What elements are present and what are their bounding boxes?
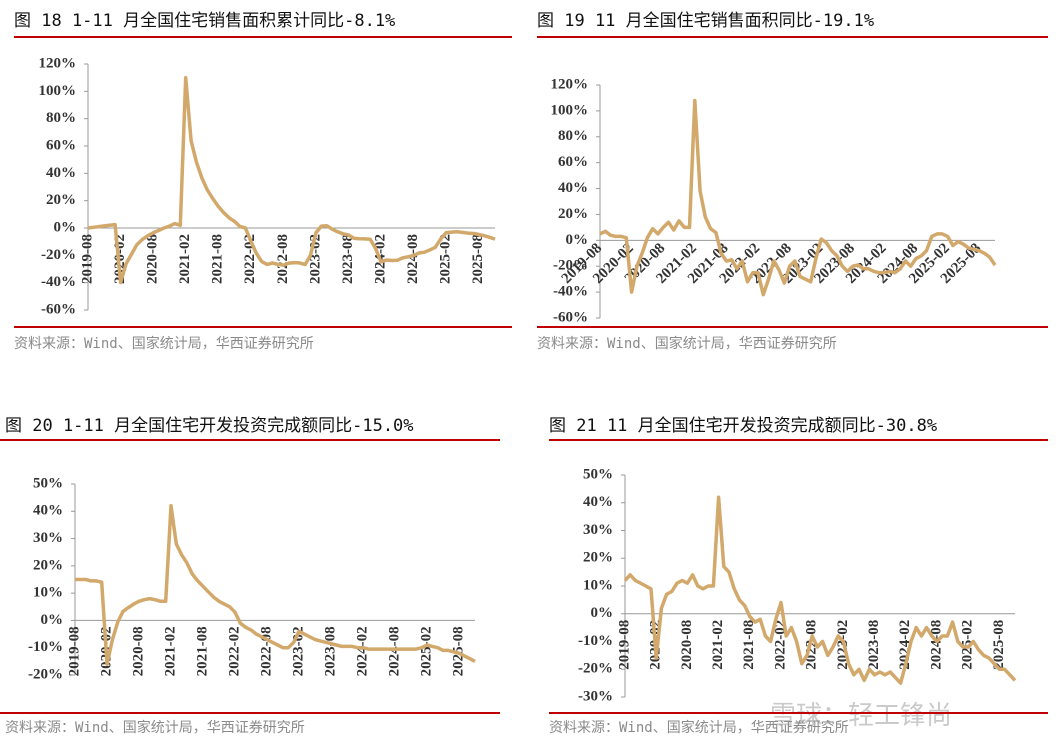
y-tick-label: 80%: [46, 110, 76, 126]
y-tick-label: -60%: [41, 301, 76, 317]
y-tick-label: 50%: [583, 466, 613, 482]
y-tick-label: 10%: [33, 585, 63, 601]
x-tick-label: 2020-08: [130, 626, 146, 676]
y-tick-label: -40%: [41, 274, 76, 290]
x-tick-label: 2025-02: [960, 620, 976, 670]
x-tick-label: 2023-08: [866, 620, 882, 670]
y-tick-label: 0%: [566, 232, 589, 248]
y-tick-label: 20%: [33, 557, 63, 573]
data-line: [87, 75, 496, 285]
y-tick-label: 20%: [46, 192, 76, 208]
x-tick-label: 2020-08: [679, 620, 695, 670]
y-tick-label: -20%: [578, 661, 613, 677]
x-tick-label: 2019-08: [616, 620, 632, 670]
x-tick-label: 2024-08: [405, 234, 421, 284]
x-tick-label: 2021-02: [177, 234, 193, 284]
y-tick-label: 120%: [551, 76, 589, 92]
y-tick-label: -20%: [41, 247, 76, 263]
x-tick-label: 2022-02: [226, 626, 242, 676]
source-note: 资料来源：Wind、国家统计局，华西证券研究所: [537, 335, 837, 352]
x-tick-label: 2023-08: [322, 626, 338, 676]
x-tick-label: 2020-08: [145, 234, 161, 284]
y-tick-label: -10%: [578, 633, 613, 649]
y-tick-label: 40%: [33, 503, 63, 519]
y-tick-label: 0%: [41, 612, 64, 628]
y-tick-label: -30%: [578, 688, 613, 704]
x-tick-label: 2021-08: [194, 626, 210, 676]
x-tick-label: 2025-02: [418, 626, 434, 676]
x-tick-label: 2025-08: [470, 234, 486, 284]
y-tick-label: 120%: [39, 55, 77, 71]
y-tick-label: 40%: [583, 494, 613, 510]
y-tick-label: 20%: [583, 550, 613, 566]
x-tick-label: 2019-08: [79, 234, 95, 284]
x-tick-label: 2021-02: [710, 620, 726, 670]
y-tick-label: 0%: [591, 605, 614, 621]
x-tick-label: 2022-08: [275, 234, 291, 284]
y-tick-label: 10%: [583, 577, 613, 593]
figure-title: 图 18 1-11 月全国住宅销售面积累计同比-8.1%: [14, 11, 395, 31]
source-note: 资料来源：Wind、国家统计局，华西证券研究所: [14, 335, 314, 352]
x-tick-label: 2025-02: [438, 234, 454, 284]
y-tick-label: -20%: [553, 258, 588, 274]
source-note: 资料来源：Wind、国家统计局，华西证券研究所: [5, 719, 305, 736]
y-tick-label: 60%: [558, 154, 588, 170]
figure-title: 图 21 11 月全国住宅开发投资完成额同比-30.8%: [549, 416, 937, 436]
y-tick-label: 60%: [46, 137, 76, 153]
watermark: 雪球：轻工锋尚: [770, 701, 952, 731]
y-tick-label: 40%: [558, 180, 588, 196]
y-tick-label: 20%: [558, 206, 588, 222]
y-tick-label: -20%: [28, 666, 63, 682]
y-tick-label: 80%: [558, 128, 588, 144]
figure-title: 图 20 1-11 月全国住宅开发投资完成额同比-15.0%: [5, 416, 414, 436]
source-note: 资料来源：Wind、国家统计局，华西证券研究所: [549, 719, 849, 736]
x-tick-label: 2024-08: [928, 620, 944, 670]
x-tick-label: 2019-08: [66, 626, 82, 676]
data-line: [623, 495, 1017, 685]
y-tick-label: -60%: [553, 309, 588, 325]
x-tick-label: 2024-08: [386, 626, 402, 676]
x-tick-label: 2025-08: [991, 620, 1007, 670]
data-line: [75, 504, 476, 666]
x-tick-label: 2022-08: [258, 626, 274, 676]
x-tick-label: 2024-02: [897, 620, 913, 670]
y-tick-label: 100%: [551, 102, 589, 118]
y-tick-label: 40%: [46, 165, 76, 181]
y-tick-label: 50%: [33, 475, 63, 491]
data-line: [599, 98, 997, 297]
x-tick-label: 2021-08: [210, 234, 226, 284]
y-tick-label: 30%: [583, 522, 613, 538]
y-tick-label: -40%: [553, 284, 588, 300]
figure-title: 图 19 11 月全国住宅销售面积同比-19.1%: [537, 11, 874, 31]
x-tick-label: 2023-08: [340, 234, 356, 284]
y-tick-label: 100%: [39, 83, 77, 99]
x-tick-label: 2021-02: [162, 626, 178, 676]
x-tick-label: 2021-08: [741, 620, 757, 670]
y-tick-label: -10%: [28, 639, 63, 655]
x-tick-label: 2024-02: [354, 626, 370, 676]
y-tick-label: 30%: [33, 530, 63, 546]
y-tick-label: 0%: [54, 219, 77, 235]
